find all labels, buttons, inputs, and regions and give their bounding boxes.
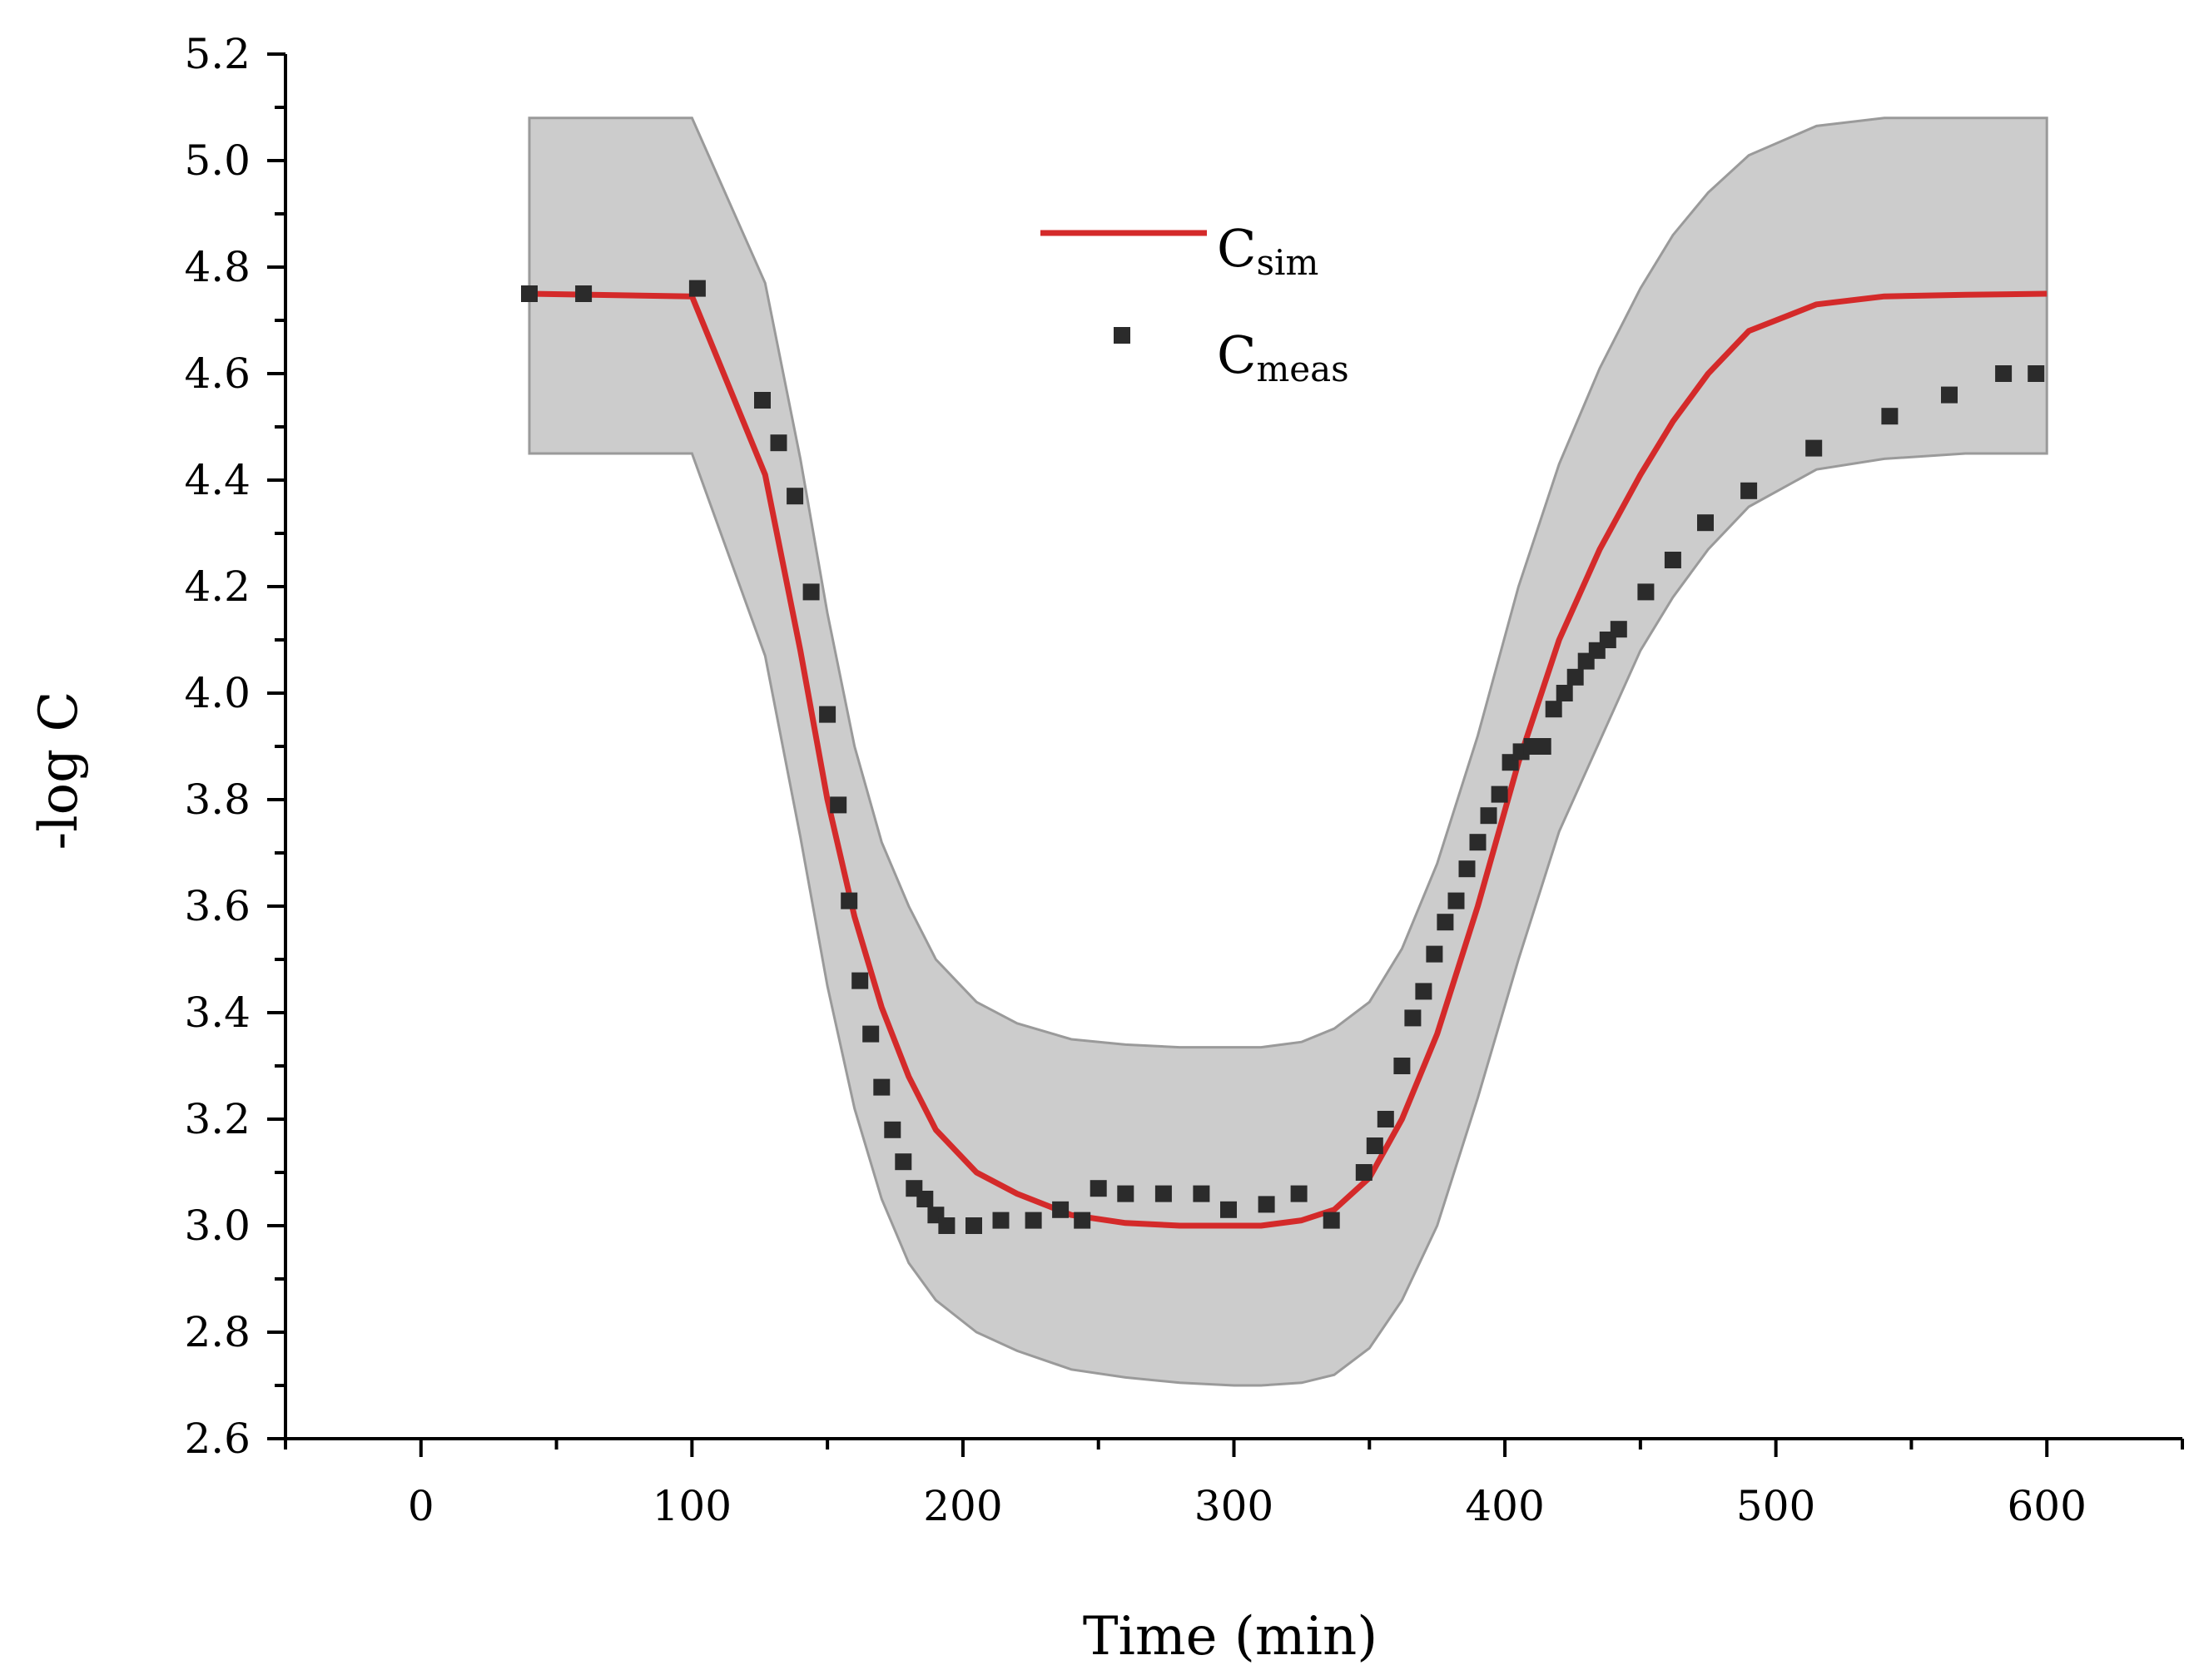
x-tick-label: 100 xyxy=(653,1482,732,1530)
meas-point xyxy=(1323,1212,1340,1229)
meas-point xyxy=(873,1078,891,1096)
meas-point xyxy=(1290,1185,1308,1202)
x-tick-label: 500 xyxy=(1736,1482,1815,1530)
y-tick-label: 3.8 xyxy=(184,776,251,824)
plot-area xyxy=(521,116,2048,1387)
axes: 0 100 200 300 400 500 600 2.6 2.8 3.0 3.2 3.4 3.6 3.… xyxy=(184,30,2184,1530)
y-axis-title: -log C xyxy=(28,691,90,850)
meas-point xyxy=(1637,583,1655,601)
meas-point xyxy=(1447,892,1465,909)
meas-point xyxy=(1740,482,1758,499)
meas-point xyxy=(1556,685,1573,701)
y-axis-ticks: 2.6 2.8 3.0 3.2 3.4 3.6 3.8 4.0 4.2 4.4 4.6 4.8 5.0 5… xyxy=(184,30,285,1463)
meas-point xyxy=(754,392,771,409)
meas-point xyxy=(1377,1111,1394,1127)
y-tick-label: 4.6 xyxy=(184,349,251,398)
y-tick-label: 4.2 xyxy=(184,562,251,611)
y-tick-label: 3.6 xyxy=(184,882,251,930)
meas-point xyxy=(1458,860,1476,878)
meas-point xyxy=(965,1217,982,1234)
x-tick-label: 0 xyxy=(408,1482,434,1530)
meas-point xyxy=(1480,807,1497,825)
meas-point xyxy=(575,285,593,302)
y-tick-label: 2.6 xyxy=(184,1415,251,1463)
meas-point xyxy=(1995,365,2013,382)
meas-point xyxy=(851,972,869,989)
meas-point xyxy=(938,1217,956,1234)
meas-point xyxy=(992,1212,1010,1229)
meas-point xyxy=(830,796,847,814)
meas-point xyxy=(802,583,820,601)
meas-point xyxy=(1393,1058,1411,1074)
meas-point xyxy=(1074,1212,1091,1229)
meas-point xyxy=(1220,1201,1237,1218)
y-tick-label: 3.2 xyxy=(184,1095,251,1143)
meas-point xyxy=(1664,552,1681,568)
meas-point xyxy=(1697,514,1714,532)
meas-point xyxy=(1545,701,1562,718)
meas-point xyxy=(1469,834,1487,851)
meas-point xyxy=(1090,1180,1107,1197)
y-tick-label: 2.8 xyxy=(184,1308,251,1356)
y-tick-label: 3.4 xyxy=(184,989,251,1037)
meas-point xyxy=(1415,983,1432,1000)
legend-meas-main: C xyxy=(1217,325,1256,385)
meas-point xyxy=(841,892,858,909)
legend: Csim Cmeas xyxy=(1040,218,1349,389)
x-tick-label: 400 xyxy=(1465,1482,1544,1530)
meas-point xyxy=(1491,785,1508,803)
meas-point xyxy=(1404,1009,1422,1027)
meas-point xyxy=(2028,365,2045,382)
meas-point xyxy=(1881,408,1899,425)
measured-series xyxy=(521,280,2045,1234)
legend-sim-sub: sim xyxy=(1256,242,1318,283)
simulated-series xyxy=(529,290,2048,1229)
meas-point xyxy=(1534,738,1551,755)
x-axis-ticks: 0 100 200 300 400 500 600 xyxy=(284,1439,2184,1530)
meas-point xyxy=(1193,1185,1210,1202)
meas-point xyxy=(1258,1196,1275,1213)
legend-sim-label: Csim xyxy=(1217,218,1318,283)
legend-meas-label: Cmeas xyxy=(1217,325,1349,389)
meas-point xyxy=(1805,439,1823,457)
meas-point xyxy=(895,1153,912,1171)
meas-point xyxy=(1366,1137,1383,1154)
meas-point xyxy=(688,280,706,297)
y-tick-label: 5.0 xyxy=(184,136,251,185)
meas-point xyxy=(916,1191,934,1207)
y-tick-label: 3.0 xyxy=(184,1202,251,1250)
meas-point xyxy=(862,1025,880,1043)
meas-point xyxy=(819,706,836,723)
meas-point xyxy=(1426,945,1443,963)
meas-point xyxy=(521,285,538,302)
sim-line xyxy=(529,290,2048,1229)
meas-point xyxy=(1566,668,1584,686)
x-tick-label: 300 xyxy=(1194,1482,1273,1530)
meas-point xyxy=(1154,1185,1172,1202)
meas-point xyxy=(884,1121,901,1138)
x-axis-title: Time (min) xyxy=(1083,1606,1377,1668)
meas-point xyxy=(1610,621,1627,638)
meas-point xyxy=(1437,914,1454,931)
x-tick-label: 200 xyxy=(923,1482,1002,1530)
uncertainty-band xyxy=(528,116,2048,1387)
meas-point xyxy=(770,434,787,452)
meas-point xyxy=(787,488,804,505)
legend-meas-sub: meas xyxy=(1256,349,1348,389)
y-tick-label: 5.2 xyxy=(184,30,251,78)
x-tick-label: 600 xyxy=(2007,1482,2086,1530)
y-tick-label: 4.4 xyxy=(184,456,251,504)
y-tick-label: 4.8 xyxy=(184,243,251,291)
legend-sim-main: C xyxy=(1217,218,1256,279)
meas-point xyxy=(1355,1164,1373,1181)
meas-point xyxy=(1025,1212,1042,1229)
meas-point xyxy=(1117,1185,1134,1202)
meas-point xyxy=(1052,1201,1070,1218)
y-tick-label: 4.0 xyxy=(184,669,251,717)
legend-meas-swatch xyxy=(1114,327,1130,344)
meas-point xyxy=(1941,386,1958,404)
